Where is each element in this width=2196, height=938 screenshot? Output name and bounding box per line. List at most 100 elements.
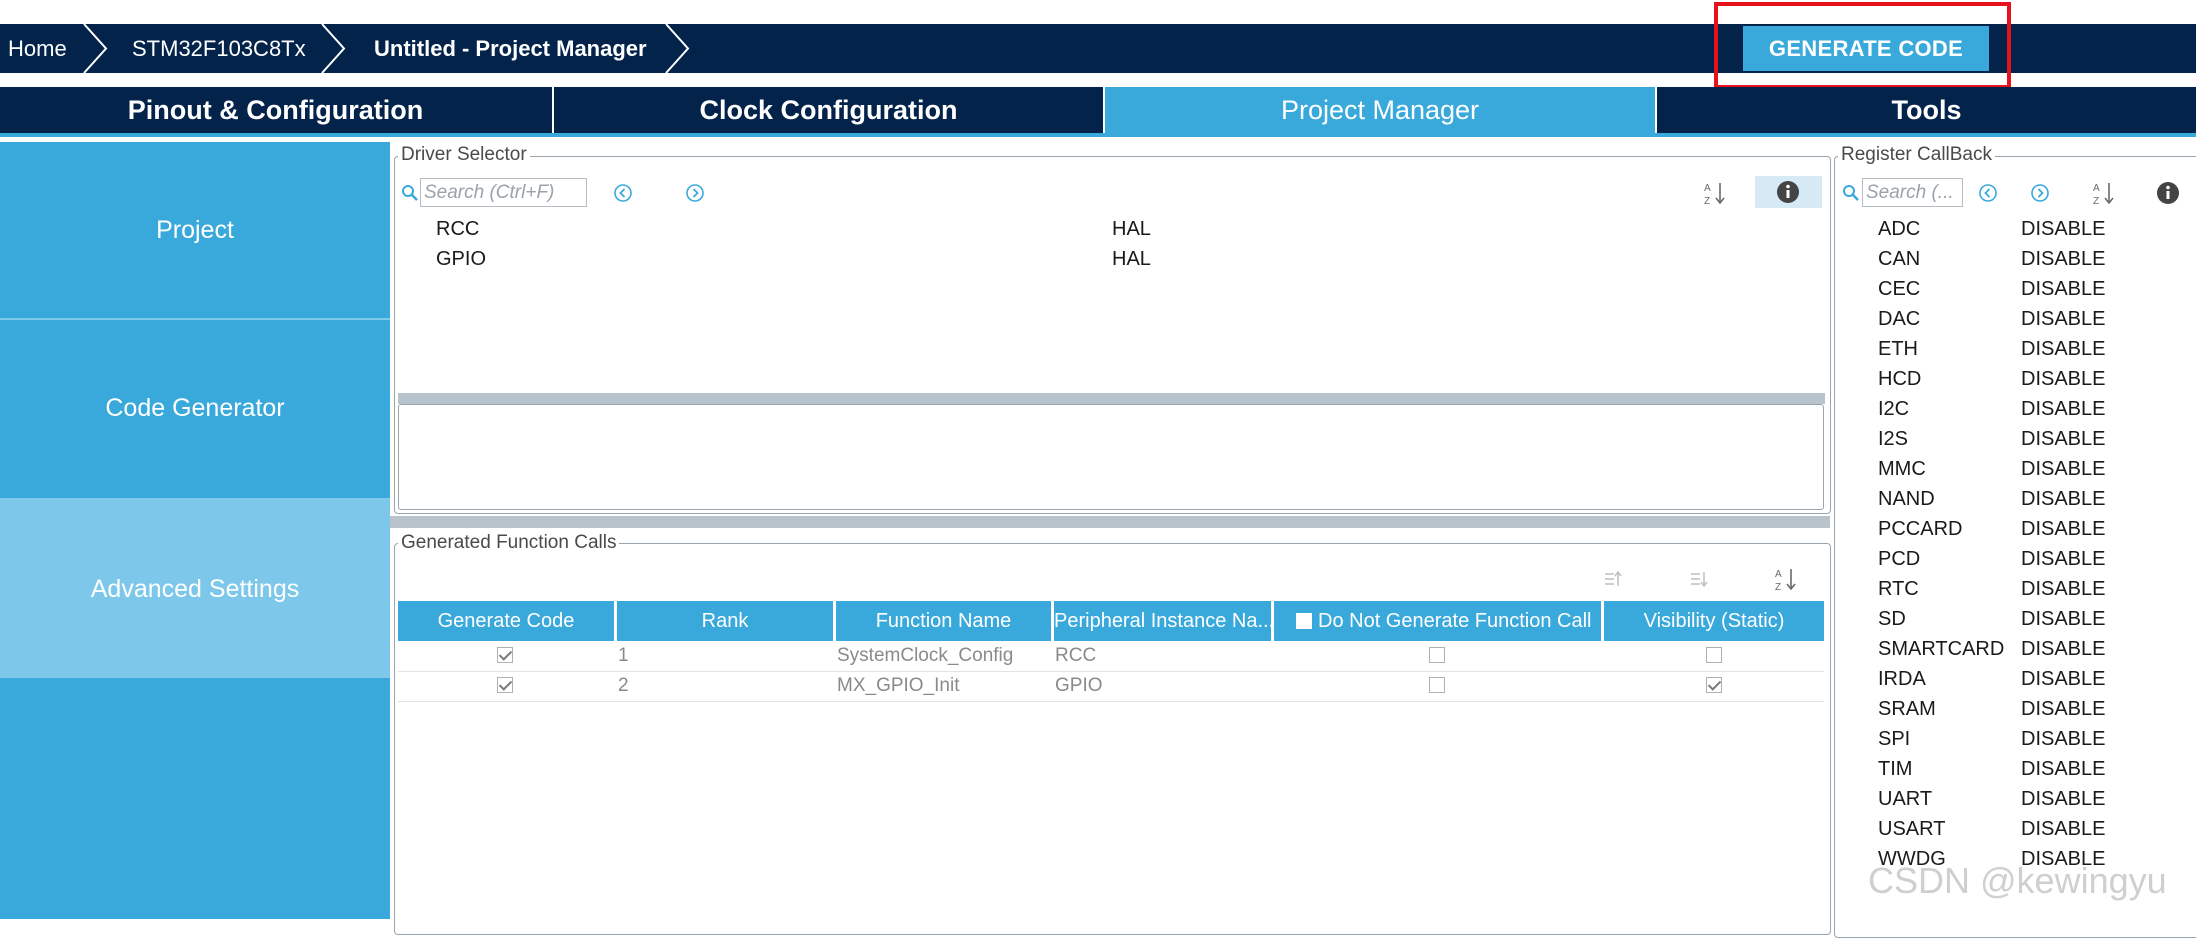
function-name-cell: MX_GPIO_Init bbox=[837, 675, 960, 696]
callback-value[interactable]: DISABLE bbox=[2021, 578, 2106, 600]
callback-value[interactable]: DISABLE bbox=[2021, 728, 2106, 750]
driver-row-value[interactable]: HAL bbox=[1112, 218, 1151, 240]
nav-item-project[interactable]: Project bbox=[156, 216, 234, 244]
callback-name: SD bbox=[1878, 608, 1906, 630]
callback-name: CAN bbox=[1878, 248, 1921, 270]
driver-row-value[interactable]: HAL bbox=[1112, 248, 1151, 270]
next-icon[interactable] bbox=[2030, 183, 2050, 203]
rank-cell: 1 bbox=[618, 645, 629, 666]
previous-icon[interactable] bbox=[613, 183, 633, 203]
sort-az-icon[interactable]: AZ bbox=[2092, 180, 2116, 206]
callback-value[interactable]: DISABLE bbox=[2021, 278, 2106, 300]
table-row[interactable] bbox=[398, 641, 1824, 672]
tab-pinout-configuration[interactable]: Pinout & Configuration bbox=[127, 95, 424, 125]
header-label: Do Not Generate Function Call bbox=[1318, 610, 1592, 632]
peripheral-cell: GPIO bbox=[1055, 675, 1103, 696]
tab-project-manager[interactable]: Project Manager bbox=[1105, 87, 1655, 133]
callback-name: SPI bbox=[1878, 728, 1911, 750]
header-checkbox[interactable] bbox=[1296, 613, 1312, 629]
callback-value[interactable]: DISABLE bbox=[2021, 698, 2106, 720]
callback-search-input[interactable]: Search (... bbox=[1862, 178, 1963, 207]
callback-name: USART bbox=[1878, 818, 1946, 840]
callback-value[interactable]: DISABLE bbox=[2021, 818, 2106, 840]
visibility-checkbox[interactable] bbox=[1706, 647, 1722, 663]
next-icon[interactable] bbox=[685, 183, 705, 203]
main-tabs: Pinout & Configuration Clock Configurati… bbox=[0, 87, 2196, 133]
left-nav: Project Code Generator Advanced Settings bbox=[0, 142, 390, 919]
callback-name: IRDA bbox=[1878, 668, 1926, 690]
callback-value[interactable]: DISABLE bbox=[2021, 638, 2106, 660]
nav-item-advanced-settings[interactable]: Advanced Settings bbox=[0, 500, 390, 678]
generate-code-button[interactable]: GENERATE CODE bbox=[1743, 26, 1989, 71]
function-calls-title: Generated Function Calls bbox=[398, 532, 620, 554]
callback-name: ADC bbox=[1878, 218, 1921, 240]
tab-tools[interactable]: Tools bbox=[1891, 95, 1962, 125]
tab-clock-configuration[interactable]: Clock Configuration bbox=[699, 95, 958, 125]
svg-text:Z: Z bbox=[1775, 582, 1781, 592]
callback-name: TIM bbox=[1878, 758, 1913, 780]
callback-value[interactable]: DISABLE bbox=[2021, 398, 2106, 420]
callback-value[interactable]: DISABLE bbox=[2021, 308, 2106, 330]
driver-search-input[interactable]: Search (Ctrl+F) bbox=[420, 178, 587, 207]
splitter[interactable] bbox=[398, 393, 1825, 404]
callback-name: SRAM bbox=[1878, 698, 1936, 720]
do-not-generate-checkbox[interactable] bbox=[1429, 647, 1445, 663]
register-callback-title: Register CallBack bbox=[1838, 144, 1995, 166]
callback-value[interactable]: DISABLE bbox=[2021, 458, 2106, 480]
callback-value[interactable]: DISABLE bbox=[2021, 758, 2106, 780]
svg-text:A: A bbox=[1775, 569, 1782, 580]
col-header-generate-code[interactable]: Generate Code bbox=[398, 601, 617, 641]
callback-value[interactable]: DISABLE bbox=[2021, 248, 2106, 270]
callback-name: SMARTCARD bbox=[1878, 638, 2005, 660]
chevron-right-icon bbox=[665, 24, 690, 73]
callback-value[interactable]: DISABLE bbox=[2021, 518, 2106, 540]
col-header-visibility[interactable]: Visibility (Static) bbox=[1604, 601, 1824, 641]
breadcrumb-project[interactable]: Untitled - Project Manager bbox=[374, 36, 647, 61]
col-header-rank[interactable]: Rank bbox=[617, 601, 836, 641]
callback-value[interactable]: DISABLE bbox=[2021, 668, 2106, 690]
sort-az-icon[interactable]: AZ bbox=[1774, 566, 1798, 592]
generate-code-checkbox[interactable] bbox=[497, 677, 513, 693]
callback-name: PCD bbox=[1878, 548, 1921, 570]
move-down-icon[interactable] bbox=[1689, 569, 1709, 589]
peripheral-cell: RCC bbox=[1055, 645, 1097, 666]
driver-row-name: RCC bbox=[436, 218, 480, 240]
watermark: CSDN @kewingyu bbox=[1868, 860, 2167, 901]
svg-text:A: A bbox=[2093, 183, 2100, 194]
sort-az-icon[interactable]: AZ bbox=[1703, 180, 1727, 206]
callback-name: I2S bbox=[1878, 428, 1909, 450]
callback-name: NAND bbox=[1878, 488, 1935, 510]
move-up-icon[interactable] bbox=[1603, 569, 1623, 589]
callback-value[interactable]: DISABLE bbox=[2021, 488, 2106, 510]
col-header-do-not-generate[interactable]: Do Not Generate Function Call bbox=[1274, 601, 1604, 641]
col-header-function-name[interactable]: Function Name bbox=[836, 601, 1054, 641]
visibility-checkbox[interactable] bbox=[1706, 677, 1722, 693]
horizontal-splitter[interactable] bbox=[390, 516, 1830, 528]
col-header-peripheral-instance[interactable]: Peripheral Instance Na... bbox=[1054, 601, 1274, 641]
tab-underline bbox=[0, 133, 2196, 137]
nav-item-code-generator[interactable]: Code Generator bbox=[105, 394, 285, 422]
info-button[interactable] bbox=[1755, 176, 1822, 208]
do-not-generate-checkbox[interactable] bbox=[1429, 677, 1445, 693]
search-icon bbox=[402, 185, 418, 201]
breadcrumb-device[interactable]: STM32F103C8Tx bbox=[132, 36, 306, 61]
table-row[interactable] bbox=[398, 671, 1824, 702]
callback-value[interactable]: DISABLE bbox=[2021, 608, 2106, 630]
callback-value[interactable]: DISABLE bbox=[2021, 548, 2106, 570]
callback-value[interactable]: DISABLE bbox=[2021, 218, 2106, 240]
generate-code-checkbox[interactable] bbox=[497, 647, 513, 663]
driver-selector-title: Driver Selector bbox=[398, 144, 530, 166]
breadcrumb-home[interactable]: Home bbox=[8, 36, 67, 61]
callback-value[interactable]: DISABLE bbox=[2021, 428, 2106, 450]
previous-icon[interactable] bbox=[1978, 183, 1998, 203]
callback-value[interactable]: DISABLE bbox=[2021, 368, 2106, 390]
driver-row-name: GPIO bbox=[436, 248, 487, 270]
info-icon[interactable] bbox=[2156, 181, 2180, 205]
search-icon bbox=[1843, 185, 1859, 201]
callback-value[interactable]: DISABLE bbox=[2021, 338, 2106, 360]
callback-name: PCCARD bbox=[1878, 518, 1963, 540]
svg-text:Z: Z bbox=[2093, 196, 2099, 206]
callback-value[interactable]: DISABLE bbox=[2021, 848, 2106, 870]
callback-value[interactable]: DISABLE bbox=[2021, 788, 2106, 810]
callback-name: HCD bbox=[1878, 368, 1922, 390]
